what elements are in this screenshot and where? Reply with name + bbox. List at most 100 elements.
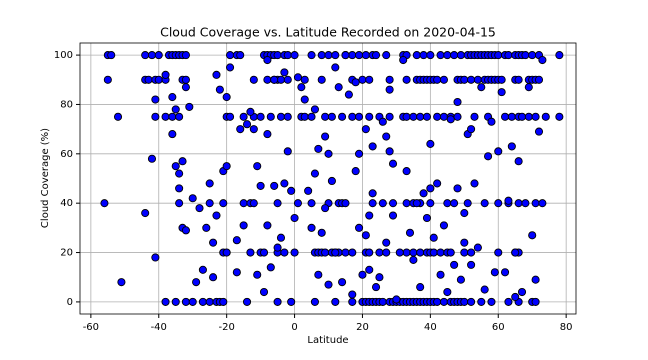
point: [361, 51, 370, 60]
point: [280, 68, 289, 77]
point: [273, 199, 282, 208]
point: [226, 112, 235, 121]
point: [351, 167, 360, 176]
point: [473, 75, 482, 84]
point: [219, 297, 228, 306]
point: [521, 51, 530, 60]
point: [341, 199, 350, 208]
point: [249, 75, 258, 84]
point: [467, 297, 476, 306]
point: [511, 248, 520, 257]
point: [287, 186, 296, 195]
point: [494, 51, 503, 60]
point: [426, 139, 435, 148]
point: [487, 297, 496, 306]
point: [253, 162, 262, 171]
point: [433, 179, 442, 188]
point: [405, 228, 415, 237]
point: [494, 147, 503, 156]
point: [263, 130, 272, 139]
point: [205, 297, 214, 306]
point: [378, 117, 387, 126]
point: [456, 51, 465, 60]
point: [480, 285, 489, 294]
point: [314, 144, 323, 153]
point: [399, 55, 408, 65]
point: [276, 233, 286, 242]
point: [324, 280, 333, 289]
point: [195, 204, 204, 213]
point: [422, 213, 432, 223]
point: [297, 83, 306, 92]
point: [161, 70, 170, 79]
point: [253, 270, 262, 279]
point: [517, 112, 527, 121]
point: [358, 75, 367, 84]
point: [310, 297, 319, 306]
point: [426, 199, 435, 208]
point: [348, 290, 357, 299]
point: [276, 75, 286, 84]
point: [514, 157, 523, 166]
point: [439, 75, 448, 84]
point: [378, 199, 387, 208]
point: [226, 51, 235, 60]
point: [175, 169, 184, 178]
point: [280, 248, 289, 257]
point: [494, 199, 503, 208]
point: [460, 209, 469, 218]
point: [276, 112, 286, 121]
point: [321, 112, 330, 121]
point: [338, 112, 347, 121]
point: [256, 181, 265, 190]
point: [181, 51, 190, 60]
point: [504, 51, 513, 60]
point: [181, 75, 190, 84]
point: [426, 184, 435, 193]
y-axis-label: Cloud Coverage (%): [40, 128, 51, 228]
chart-title: Cloud Coverage vs. Latitude Recorded on …: [160, 25, 496, 40]
x-tick-label: 40: [424, 322, 437, 333]
point: [175, 184, 184, 193]
point: [307, 112, 316, 121]
point: [371, 283, 381, 292]
point: [439, 112, 448, 121]
point: [168, 112, 177, 121]
point: [348, 248, 357, 257]
point: [181, 297, 190, 306]
point: [331, 51, 340, 60]
point: [433, 75, 442, 84]
x-tick-label: -20: [218, 322, 234, 333]
point: [314, 270, 323, 279]
point: [422, 112, 432, 121]
point: [467, 260, 476, 269]
point: [209, 238, 218, 247]
y-tick-label: 100: [54, 50, 73, 61]
point: [528, 51, 537, 60]
point: [222, 93, 231, 102]
point: [355, 112, 364, 121]
point: [321, 204, 330, 213]
point: [555, 51, 564, 60]
x-axis-label: Latitude: [307, 335, 348, 346]
point: [246, 107, 255, 116]
point: [450, 51, 459, 60]
point: [171, 297, 180, 306]
x-tick-label: -60: [83, 322, 99, 333]
point: [280, 179, 289, 188]
point: [324, 51, 333, 60]
point: [290, 248, 299, 257]
point: [351, 78, 360, 87]
x-tick-label: 0: [291, 322, 297, 333]
point: [107, 51, 116, 60]
point: [222, 162, 231, 171]
point: [375, 248, 384, 257]
point: [300, 112, 309, 121]
point: [283, 112, 292, 121]
point: [283, 51, 292, 60]
point: [365, 265, 374, 274]
point: [507, 142, 516, 151]
point: [273, 243, 282, 252]
point: [198, 297, 207, 306]
point: [385, 112, 394, 121]
